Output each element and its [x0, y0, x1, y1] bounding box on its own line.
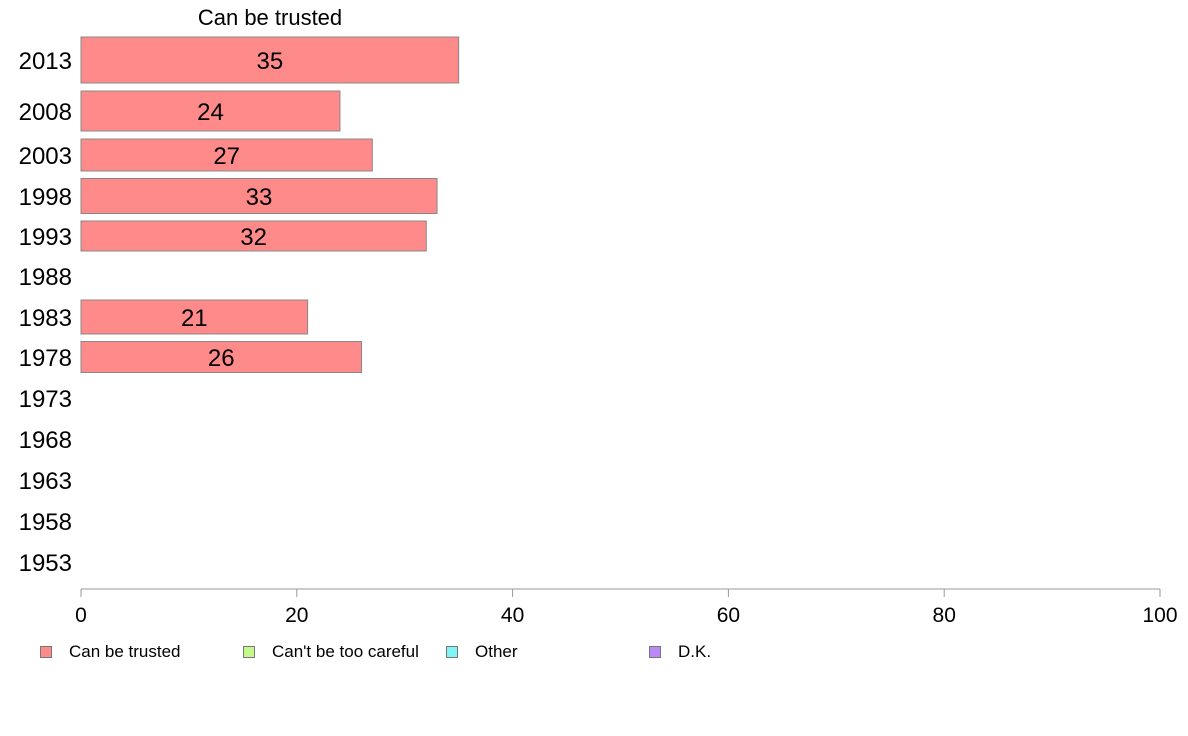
legend: Can be trusted Can't be too careful Other D…: [40, 642, 840, 664]
bar-2003: [80, 138, 373, 172]
legend-item: Can't be too careful: [243, 642, 419, 662]
category-label-1998: 1998: [19, 184, 72, 211]
legend-label: D.K.: [678, 642, 712, 661]
category-label-1983: 1983: [19, 305, 72, 332]
category-label-1963: 1963: [19, 468, 72, 495]
x-tick-label-40: 40: [501, 604, 524, 627]
category-label-1973: 1973: [19, 386, 72, 413]
data-label-2013: 35: [256, 48, 283, 75]
bar-2013: [80, 36, 460, 84]
data-label-2008: 24: [197, 99, 224, 126]
legend-swatch: [243, 646, 255, 658]
bar-1998: [80, 178, 438, 214]
category-label-1968: 1968: [19, 427, 72, 454]
legend-label: Can be trusted: [69, 642, 181, 661]
legend-label: Can't be too careful: [272, 642, 419, 661]
legend-swatch: [446, 646, 458, 658]
bar-1978: [80, 341, 363, 373]
legend-swatch: [649, 646, 661, 658]
data-label-1993: 32: [240, 224, 267, 251]
x-tick-label-100: 100: [1142, 604, 1177, 627]
legend-swatch: [40, 646, 52, 658]
category-label-1953: 1953: [19, 550, 72, 577]
category-label-2003: 2003: [19, 143, 72, 170]
data-label-1998: 33: [246, 184, 273, 211]
category-label-1993: 1993: [19, 224, 72, 251]
category-label-1988: 1988: [19, 264, 72, 291]
data-label-1983: 21: [181, 305, 208, 332]
bar-2008: [80, 90, 341, 132]
bars-group: [80, 36, 460, 373]
data-label-2003: 27: [213, 143, 240, 170]
category-label-1958: 1958: [19, 509, 72, 536]
x-axis-ticks: 0 20 40 60 80 100: [75, 589, 1178, 627]
category-labels-group: 2013 2008 2003 1998 1993 1988 1983 1978 1973 1968…: [19, 48, 72, 577]
legend-item: Other: [446, 642, 518, 662]
legend-label: Other: [475, 642, 518, 661]
category-label-2013: 2013: [19, 48, 72, 75]
x-tick-label-80: 80: [933, 604, 956, 627]
data-label-1978: 26: [208, 345, 235, 372]
chart-title: Can be trusted: [198, 5, 342, 30]
category-label-1978: 1978: [19, 345, 72, 372]
x-tick-label-0: 0: [75, 604, 87, 627]
legend-item: D.K.: [649, 642, 711, 662]
x-tick-label-20: 20: [285, 604, 308, 627]
bar-1993: [80, 220, 427, 252]
legend-item: Can be trusted: [40, 642, 181, 662]
bar-1983: [80, 299, 309, 335]
x-tick-label-60: 60: [717, 604, 740, 627]
category-label-2008: 2008: [19, 99, 72, 126]
